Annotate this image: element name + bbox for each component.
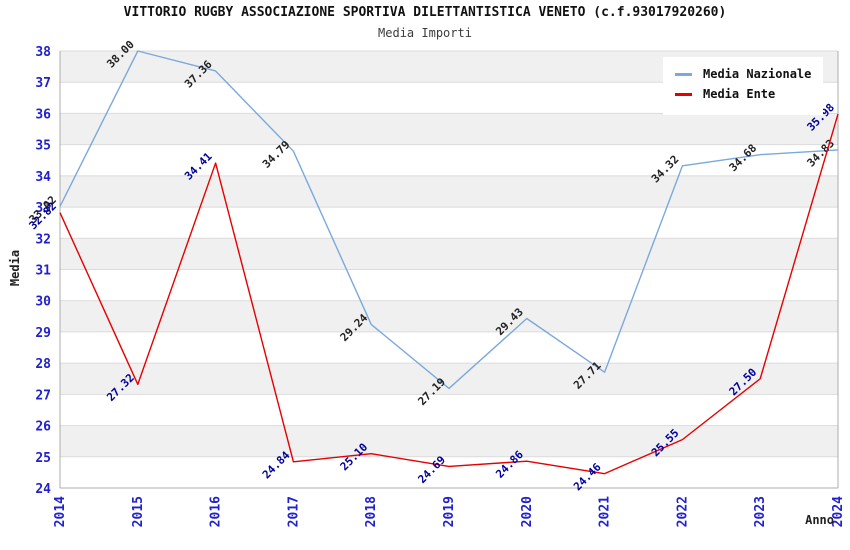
x-tick-label: 2021 bbox=[598, 496, 613, 527]
x-tick-label: 2024 bbox=[831, 496, 846, 527]
x-tick-label: 2019 bbox=[442, 496, 457, 527]
data-label: 34.68 bbox=[727, 142, 760, 175]
plot-band bbox=[60, 113, 838, 145]
y-tick-label: 27 bbox=[35, 388, 51, 403]
y-tick-label: 33 bbox=[35, 201, 51, 216]
x-axis-title: Anno bbox=[805, 513, 834, 527]
y-tick-label: 32 bbox=[35, 232, 51, 247]
x-tick-label: 2015 bbox=[131, 496, 146, 527]
legend-swatch-media-nazionale bbox=[675, 72, 692, 76]
chart-subtitle: Media Importi bbox=[378, 26, 472, 40]
legend-item-media-ente: Media Ente bbox=[675, 87, 811, 101]
y-tick-label: 37 bbox=[35, 76, 51, 91]
x-tick-label: 2022 bbox=[675, 496, 690, 527]
x-tick-label: 2023 bbox=[753, 496, 768, 527]
series-line-media-ente bbox=[59, 113, 839, 475]
plot-band bbox=[60, 300, 838, 332]
x-tick-label: 2020 bbox=[520, 496, 535, 527]
x-tick-label: 2017 bbox=[286, 496, 301, 527]
chart-title: VITTORIO RUGBY ASSOCIAZIONE SPORTIVA DIL… bbox=[123, 5, 727, 20]
plot-band bbox=[60, 175, 838, 208]
legend-swatch-media-ente bbox=[675, 92, 692, 96]
plot-band bbox=[60, 238, 838, 270]
legend-item-media-nazionale: Media Nazionale bbox=[675, 67, 811, 81]
y-tick-label: 34 bbox=[35, 170, 51, 185]
y-tick-label: 38 bbox=[35, 45, 51, 60]
y-axis-title: Media bbox=[8, 249, 22, 287]
data-label: 24.69 bbox=[416, 453, 449, 486]
y-tick-label: 35 bbox=[35, 139, 51, 154]
x-tick-label: 2016 bbox=[209, 496, 224, 527]
x-tick-label: 2014 bbox=[53, 496, 68, 527]
x-tick-label: 2018 bbox=[364, 496, 379, 527]
plot-band bbox=[60, 425, 838, 457]
y-tick-label: 31 bbox=[35, 264, 51, 279]
plot-band bbox=[60, 363, 838, 395]
legend-label-media-ente: Media Ente bbox=[703, 87, 776, 101]
y-tick-label: 29 bbox=[35, 326, 51, 341]
legend: Media Nazionale Media Ente bbox=[663, 57, 824, 115]
y-tick-label: 25 bbox=[35, 451, 51, 466]
series-line-media-nazionale bbox=[59, 50, 839, 390]
y-tick-label: 30 bbox=[35, 295, 51, 310]
y-tick-label: 24 bbox=[35, 482, 51, 497]
y-tick-label: 36 bbox=[35, 107, 51, 122]
legend-label-media-nazionale: Media Nazionale bbox=[703, 67, 812, 81]
y-tick-label: 26 bbox=[35, 420, 51, 435]
y-tick-label: 28 bbox=[35, 357, 51, 372]
